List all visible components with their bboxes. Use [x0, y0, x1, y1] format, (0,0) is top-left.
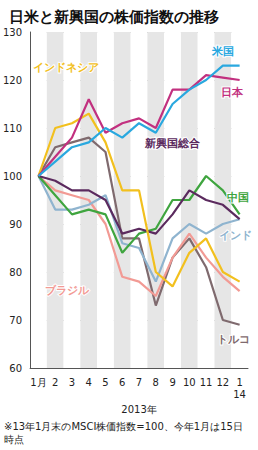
svg-text:1月: 1月 — [30, 377, 46, 388]
svg-text:7: 7 — [136, 377, 142, 388]
svg-text:14: 14 — [233, 389, 246, 400]
svg-text:12: 12 — [216, 377, 229, 388]
svg-text:8: 8 — [153, 377, 159, 388]
svg-text:80: 80 — [9, 267, 22, 278]
svg-text:中国: 中国 — [227, 191, 249, 204]
svg-text:6: 6 — [119, 377, 125, 388]
svg-text:日本: 日本 — [221, 86, 244, 99]
svg-text:米国: 米国 — [211, 45, 234, 58]
svg-text:9: 9 — [169, 377, 175, 388]
svg-text:1: 1 — [236, 377, 242, 388]
svg-text:トルコ: トルコ — [217, 333, 250, 346]
svg-text:※13年1月末のMSCI株価指数=100、今年1月は15日: ※13年1月末のMSCI株価指数=100、今年1月は15日 — [4, 421, 243, 432]
svg-text:2: 2 — [52, 377, 58, 388]
svg-text:時点: 時点 — [4, 434, 24, 445]
svg-text:11: 11 — [200, 377, 213, 388]
svg-text:100: 100 — [3, 171, 22, 182]
svg-text:10: 10 — [183, 377, 196, 388]
svg-text:3: 3 — [69, 377, 75, 388]
svg-text:ブラジル: ブラジル — [45, 284, 90, 297]
svg-text:110: 110 — [3, 123, 22, 134]
svg-text:インド: インド — [219, 229, 252, 242]
svg-text:130: 130 — [3, 27, 22, 38]
svg-text:70: 70 — [9, 315, 22, 326]
svg-text:日米と新興国の株価指数の推移: 日米と新興国の株価指数の推移 — [9, 8, 219, 26]
svg-text:60: 60 — [9, 363, 22, 374]
svg-text:2013年: 2013年 — [121, 404, 156, 415]
svg-text:4: 4 — [86, 377, 92, 388]
svg-text:新興国総合: 新興国総合 — [144, 137, 201, 150]
svg-text:インドネシア: インドネシア — [33, 61, 99, 74]
svg-text:5: 5 — [102, 377, 108, 388]
svg-text:120: 120 — [3, 75, 22, 86]
svg-text:90: 90 — [9, 219, 22, 230]
